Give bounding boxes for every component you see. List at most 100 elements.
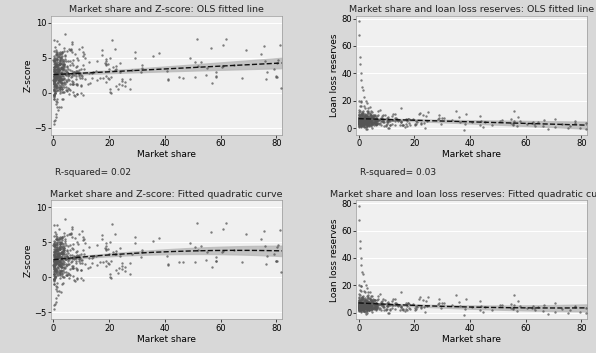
Point [211,254,221,259]
Point [211,258,221,264]
Point [377,118,386,124]
Point [361,121,371,126]
Point [368,119,377,124]
Point [54,270,64,276]
Point [375,120,385,126]
Point [52,38,62,44]
Point [58,57,68,63]
Point [137,250,147,255]
Point [59,48,69,54]
Point [384,117,393,123]
Point [55,75,64,81]
Point [372,121,381,127]
Point [54,53,63,59]
Point [358,308,367,313]
Point [460,312,469,317]
Point [354,300,364,306]
Point [55,77,64,83]
Point [273,58,283,63]
Point [539,117,549,123]
Point [356,307,366,312]
Point [371,121,381,127]
Point [104,76,113,81]
Point [68,245,77,251]
Point [61,243,70,248]
Point [49,262,59,267]
Point [49,271,59,276]
Point [403,116,412,121]
Point [69,277,78,282]
Point [50,253,60,259]
Point [117,78,127,84]
Point [364,115,373,121]
Point [367,306,377,312]
Point [509,118,519,124]
Point [206,229,216,235]
Point [364,119,373,124]
Point [89,254,98,259]
Point [56,260,66,266]
Point [69,253,79,259]
Point [363,119,372,124]
Point [50,268,60,273]
Point [354,305,364,311]
Point [365,306,374,312]
Point [358,305,367,311]
Point [49,87,59,93]
Point [191,74,200,80]
Point [61,67,71,73]
Point [359,114,369,120]
Point [52,69,61,74]
Point [356,124,366,129]
Point [111,67,120,72]
Point [137,247,147,253]
Point [362,304,371,309]
Point [54,66,64,72]
Point [378,120,388,125]
Point [566,307,575,313]
Point [358,304,368,310]
Point [66,259,76,265]
Point [384,310,394,316]
Point [211,70,221,75]
Point [52,236,61,242]
Point [80,240,89,245]
Point [49,54,58,59]
Point [49,66,58,72]
Point [359,121,369,127]
Point [360,303,370,308]
Point [49,77,59,83]
Point [363,301,372,307]
Point [51,255,61,260]
Point [359,116,368,121]
Point [67,263,77,269]
Point [72,239,81,245]
Point [62,63,72,68]
Point [356,120,365,126]
Point [359,304,368,309]
Point [392,302,402,307]
Point [509,303,519,308]
Point [101,247,110,252]
Point [360,118,370,124]
Point [359,304,369,309]
Point [354,112,364,118]
Point [356,304,366,309]
Point [53,252,63,258]
Point [359,303,368,309]
Point [57,76,67,82]
Point [367,309,377,315]
Point [355,304,364,309]
Point [367,113,376,118]
Point [367,119,376,124]
Point [363,118,372,124]
Point [383,125,393,131]
Point [63,251,73,256]
Point [358,301,368,307]
Point [355,305,364,311]
Point [487,122,496,128]
Point [364,122,374,128]
Point [361,305,370,311]
Point [423,119,432,124]
Point [111,83,121,89]
